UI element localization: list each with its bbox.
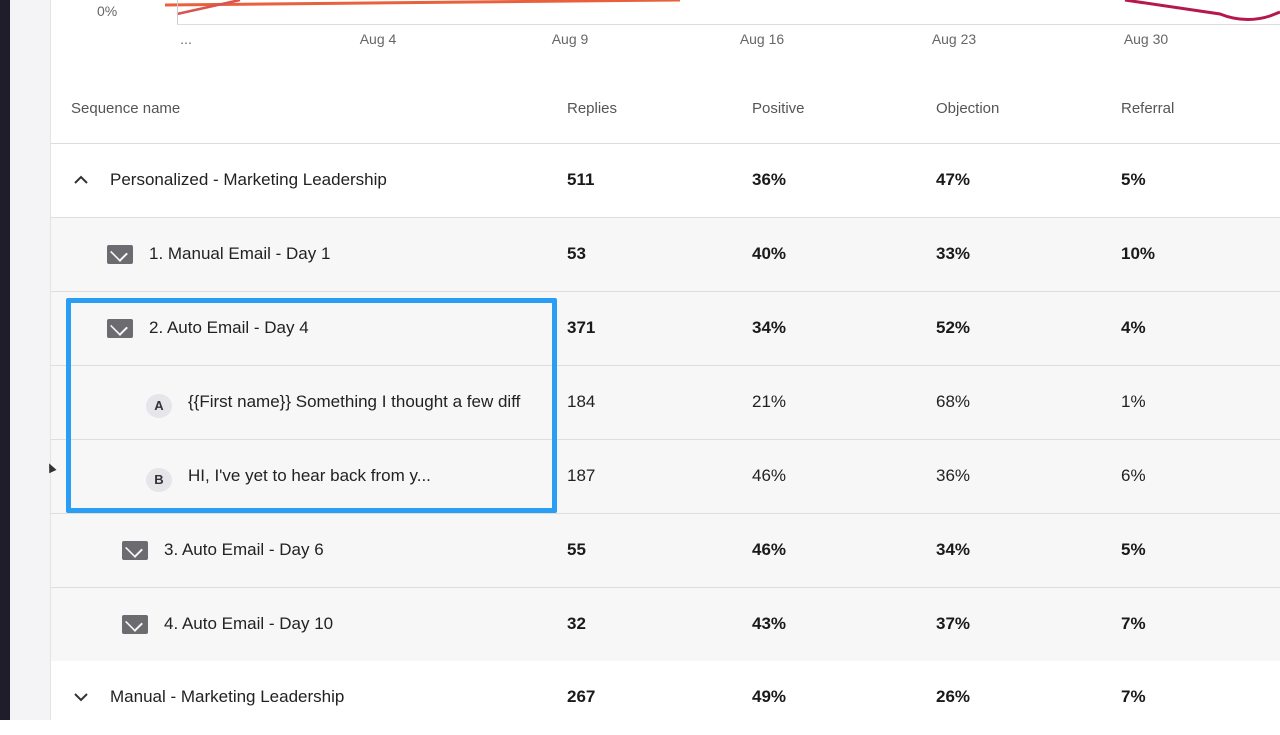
step-name[interactable]: 4. Auto Email - Day 10 [164, 614, 334, 633]
table-row[interactable]: 4. Auto Email - Day 10 32 43% 37% 7% [51, 588, 1280, 662]
series-line-crimson [1124, 0, 1280, 21]
left-gutter [10, 0, 51, 720]
table-row[interactable]: Personalized - Marketing Leadership 511 … [51, 144, 1280, 218]
objection-value: 36% [936, 466, 971, 485]
x-tick-label: Aug 30 [1123, 31, 1169, 47]
column-header-referral[interactable]: Referral [1121, 100, 1175, 117]
series-line-orange [164, 0, 681, 7]
referral-value: 5% [1121, 540, 1146, 559]
objection-value: 26% [936, 687, 971, 706]
sequence-name[interactable]: Personalized - Marketing Leadership [110, 170, 387, 189]
referral-value: 6% [1121, 466, 1146, 485]
x-tick-label: ... [180, 31, 192, 47]
referral-value: 1% [1121, 392, 1146, 411]
variant-badge: B [146, 468, 172, 492]
replies-value: 187 [567, 466, 596, 485]
mail-icon [107, 245, 133, 264]
table-row[interactable]: 2. Auto Email - Day 4 371 34% 52% 4% [51, 292, 1280, 366]
positive-value: 46% [752, 540, 787, 559]
referral-value: 10% [1121, 244, 1156, 263]
variant-badge: A [146, 394, 172, 418]
referral-value: 7% [1121, 687, 1146, 706]
chevron-up-icon[interactable] [71, 170, 91, 190]
referral-value: 4% [1121, 318, 1146, 337]
objection-value: 34% [936, 540, 971, 559]
mail-icon [107, 319, 133, 338]
positive-value: 34% [752, 318, 787, 337]
series-line-red [176, 0, 241, 16]
app-left-edge [0, 0, 10, 720]
table-row[interactable]: 1. Manual Email - Day 1 53 40% 33% 10% [51, 218, 1280, 292]
positive-value: 21% [752, 392, 787, 411]
objection-value: 37% [936, 614, 971, 633]
table-header: Sequence name Replies Positive Objection… [51, 72, 1280, 144]
replies-value: 267 [567, 687, 596, 706]
positive-value: 43% [752, 614, 787, 633]
y-tick-label: 0% [97, 3, 118, 19]
column-header-objection[interactable]: Objection [936, 100, 1000, 117]
chevron-down-icon[interactable] [71, 687, 91, 707]
positive-value: 46% [752, 466, 787, 485]
replies-value: 32 [567, 614, 586, 633]
column-header-sequence-name[interactable]: Sequence name [71, 100, 181, 117]
table-row[interactable]: 3. Auto Email - Day 6 55 46% 34% 5% [51, 514, 1280, 588]
variant-subject[interactable]: HI, I've yet to hear back from y... [188, 466, 431, 485]
mail-icon [122, 541, 148, 560]
x-tick-label: Aug 23 [931, 31, 977, 47]
objection-value: 52% [936, 318, 971, 337]
positive-value: 36% [752, 170, 787, 189]
x-tick-label: Aug 9 [551, 31, 589, 47]
replies-value: 55 [567, 540, 586, 559]
x-tick-label: Aug 16 [739, 31, 785, 47]
objection-value: 68% [936, 392, 971, 411]
positive-value: 49% [752, 687, 787, 706]
chart-lines [164, 0, 1280, 21]
variant-subject[interactable]: {{First name}} Something I thought a few… [188, 392, 521, 411]
x-axis [177, 24, 1280, 25]
replies-value: 53 [567, 244, 586, 263]
table-row[interactable]: Manual - Marketing Leadership 267 49% 26… [51, 661, 1280, 735]
replies-chart: 0% ... Aug 4 Aug 9 Aug 16 Aug 23 Aug 30 [50, 0, 1280, 60]
referral-value: 5% [1121, 170, 1146, 189]
replies-value: 371 [567, 318, 596, 337]
table-row[interactable]: B HI, I've yet to hear back from y... 18… [51, 440, 1280, 514]
referral-value: 7% [1121, 614, 1146, 633]
mail-icon [122, 615, 148, 634]
column-header-replies[interactable]: Replies [567, 100, 618, 117]
sequence-name[interactable]: Manual - Marketing Leadership [110, 687, 345, 706]
table-row[interactable]: A {{First name}} Something I thought a f… [51, 366, 1280, 440]
objection-value: 33% [936, 244, 971, 263]
positive-value: 40% [752, 244, 787, 263]
objection-value: 47% [936, 170, 971, 189]
x-tick-label: Aug 4 [359, 31, 397, 47]
replies-value: 184 [567, 392, 596, 411]
y-axis [177, 0, 178, 24]
replies-value: 511 [567, 170, 595, 189]
step-name[interactable]: 1. Manual Email - Day 1 [149, 244, 331, 263]
column-header-positive[interactable]: Positive [752, 100, 805, 117]
step-name[interactable]: 3. Auto Email - Day 6 [164, 540, 324, 559]
step-name[interactable]: 2. Auto Email - Day 4 [149, 318, 309, 337]
